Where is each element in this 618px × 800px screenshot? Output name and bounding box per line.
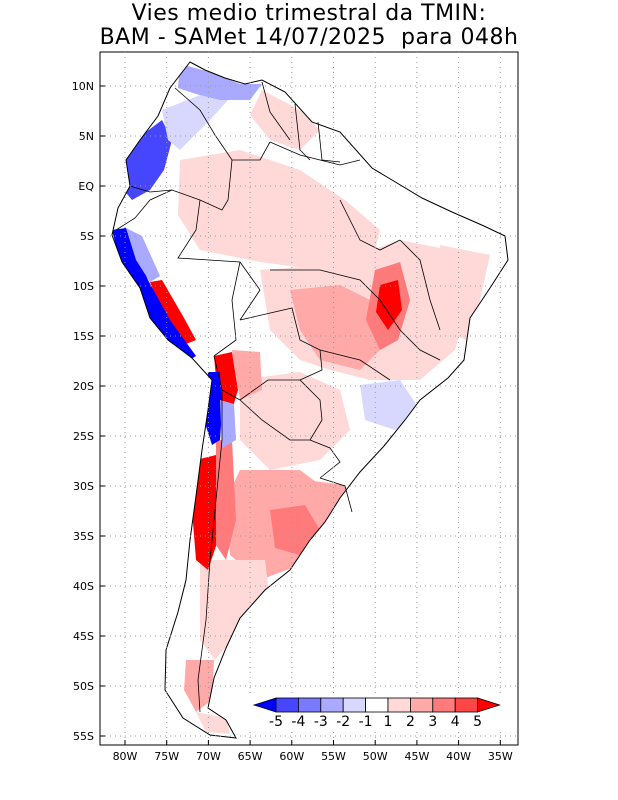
border-brazil-states-1	[270, 269, 381, 301]
coastline	[111, 61, 509, 739]
colorbar-bin-6	[409, 697, 434, 713]
colorbar-label-2: 2	[406, 714, 415, 730]
lat-label-10N: 10N	[72, 80, 94, 93]
lat-label-5S: 5S	[80, 230, 94, 243]
border-venezuela-guyana	[261, 81, 291, 141]
colorbar-max-arrow	[477, 697, 501, 713]
longitude-labels: 80W 75W 70W 65W 60W 55W 50W 45W 40W 35W	[113, 740, 513, 763]
border-bolivia-brazil	[239, 307, 323, 381]
lon-label-70W: 70W	[196, 750, 221, 763]
border-peru-brazil	[177, 199, 261, 321]
border-paraguay-argentina	[239, 399, 310, 441]
altiplano-mid-bias	[232, 350, 262, 400]
andes-south-strong-bias	[216, 440, 236, 560]
colorbar-label-4: 4	[451, 714, 460, 730]
colorbar-bin-0	[275, 697, 299, 713]
title-line-1: Vies medio trimestral da TMIN:	[131, 1, 487, 26]
border-brazil-states-5	[319, 349, 391, 381]
venezuela-blue-bias	[178, 64, 262, 100]
lat-label-50S: 50S	[73, 680, 94, 693]
colorbar-label--1: -1	[359, 714, 373, 730]
map-title: Vies medio trimestral da TMIN: BAM - SAM…	[0, 2, 618, 50]
lon-label-80W: 80W	[113, 750, 138, 763]
colorbar-label--3: -3	[314, 714, 328, 730]
border-argentina-brazil	[309, 439, 341, 479]
border-guianas-brazil	[269, 141, 361, 166]
colorbar-label--2: -2	[336, 714, 350, 730]
lat-label-10S: 10S	[73, 280, 94, 293]
andes-south-red-bias	[192, 455, 222, 570]
atacama-mid-blue	[220, 400, 236, 448]
lat-label-5N: 5N	[79, 130, 94, 143]
border-suriname-guiana	[317, 121, 341, 163]
south-patagonia-bias	[184, 660, 214, 712]
lon-label-40W: 40W	[446, 750, 471, 763]
colorbar-bin-4	[365, 697, 389, 713]
colorbar-bin-7	[432, 697, 456, 713]
border-chile-argentina	[197, 390, 223, 713]
northeast-bias	[436, 245, 490, 340]
latitude-labels: 10N 5N EQ 5S 10S 15S 20S 25S 30S 35S 40S 45S 50S 55S	[72, 80, 105, 743]
lon-label-60W: 60W	[279, 750, 304, 763]
colorbar-bin-5	[387, 697, 411, 713]
colorbar-label--5: -5	[269, 714, 283, 730]
colorbar-label--4: -4	[291, 714, 305, 730]
border-brazil-states-4	[379, 299, 441, 361]
title-line-2: BAM - SAMet 14/07/2025 para 048h	[99, 25, 519, 50]
colorbar-label-5: 5	[473, 714, 482, 730]
lat-label-25S: 25S	[73, 430, 94, 443]
lon-label-55W: 55W	[321, 750, 346, 763]
lon-label-45W: 45W	[404, 750, 429, 763]
guiana-bias	[250, 90, 320, 150]
colorbar-label-1: 1	[384, 714, 393, 730]
amazon-light-bias	[178, 150, 380, 270]
colombia-light-blue	[162, 95, 230, 150]
chaco-bias	[240, 372, 350, 470]
colorbar-bin-3	[342, 697, 367, 713]
lat-label-40S: 40S	[73, 580, 94, 593]
border-bolivia-paraguay	[239, 379, 300, 401]
colorbar-bin-8	[454, 697, 479, 713]
border-colombia-venezuela	[174, 87, 271, 161]
lat-label-30S: 30S	[73, 480, 94, 493]
colombia-blue-bias	[122, 120, 172, 200]
border-brazil-states-3	[399, 239, 441, 331]
peru-inland-blue	[126, 228, 160, 282]
lon-label-75W: 75W	[154, 750, 179, 763]
lat-label-55S: 55S	[73, 730, 94, 743]
lat-label-35S: 35S	[73, 530, 94, 543]
lat-label-15S: 15S	[73, 330, 94, 343]
lon-label-65W: 65W	[238, 750, 263, 763]
lat-label-EQ: EQ	[78, 180, 94, 193]
border-peru-bolivia	[213, 261, 241, 357]
lon-label-50W: 50W	[363, 750, 388, 763]
lat-label-45S: 45S	[73, 630, 94, 643]
lon-label-35W: 35W	[488, 750, 513, 763]
patagonia-bias	[200, 560, 270, 660]
goias-deep-bias	[376, 280, 402, 330]
colorbar: -5 -4 -3 -2 -1 1 2 3 4 5	[248, 694, 506, 732]
peru-coast-blue-bias	[112, 228, 196, 362]
colorbar-label-3: 3	[428, 714, 437, 730]
colorbar-bin-1	[297, 697, 322, 713]
pampas-strong-bias	[270, 505, 320, 555]
lat-label-20S: 20S	[73, 380, 94, 393]
border-colombia-brazil	[199, 159, 233, 211]
graticule	[100, 52, 518, 745]
country-borders	[115, 81, 441, 713]
bias-shading	[112, 64, 490, 734]
border-colombia-ecuador	[129, 185, 201, 201]
border-brazil-states-2	[339, 199, 401, 251]
colorbar-bin-2	[320, 697, 344, 713]
border-paraguay-brazil	[299, 379, 323, 441]
peru-andes-red-bias	[150, 280, 196, 344]
central-brazil-mid-bias	[290, 285, 390, 370]
border-ecuador-peru	[115, 189, 173, 231]
